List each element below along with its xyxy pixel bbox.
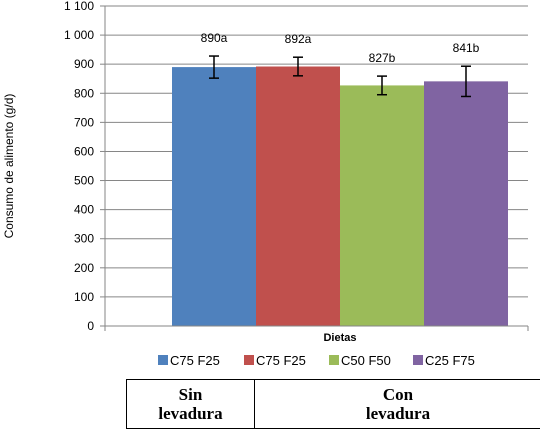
diet-group-table: Sin levadura Con levadura [126,379,540,429]
y-tick-label: 100 [74,290,94,304]
x-axis-title: Dietas [323,332,356,344]
legend-swatch [413,355,423,365]
legend-entry: C75 F25 [256,353,306,368]
y-tick-label: 900 [74,57,94,71]
legend-swatch [244,355,254,365]
group-con-levadura: Con levadura [365,385,431,423]
y-tick-label: 1 000 [64,28,94,42]
y-tick-label: 1 100 [64,0,94,13]
legend-swatch [158,355,168,365]
axes: 0 100 200 300 400 500 600 700 800 900 1 000 1 100 [64,0,529,333]
y-tick-label: 400 [74,203,94,217]
legend-entry: C50 F50 [341,353,391,368]
legend-entry: C25 F75 [425,353,475,368]
y-tick-label: 500 [74,174,94,188]
data-label: 827b [369,51,396,65]
data-label: 890a [201,31,228,45]
y-tick-label: 200 [74,261,94,275]
y-tick-label: 0 [87,319,94,333]
y-axis-title: Consumo de alimento (g/d) [2,94,16,239]
group-sin-levadura: Sin levadura [127,380,255,428]
y-tick-label: 800 [74,86,94,100]
bar [256,66,340,326]
y-tick-label: 300 [74,232,94,246]
bar [340,85,424,326]
y-tick-label: 700 [74,115,94,129]
y-tick-label: 600 [74,144,94,158]
bar [172,67,256,326]
labels: 890a 892a 827b 841b [201,31,480,65]
legend-swatch [329,355,339,365]
data-label: 892a [285,32,312,46]
legend: C75 F25 C75 F25 C50 F50 C25 F75 [158,353,475,368]
bars [172,55,508,326]
bar [424,81,508,326]
legend-entry: C75 F25 [170,353,220,368]
data-label: 841b [453,41,480,55]
